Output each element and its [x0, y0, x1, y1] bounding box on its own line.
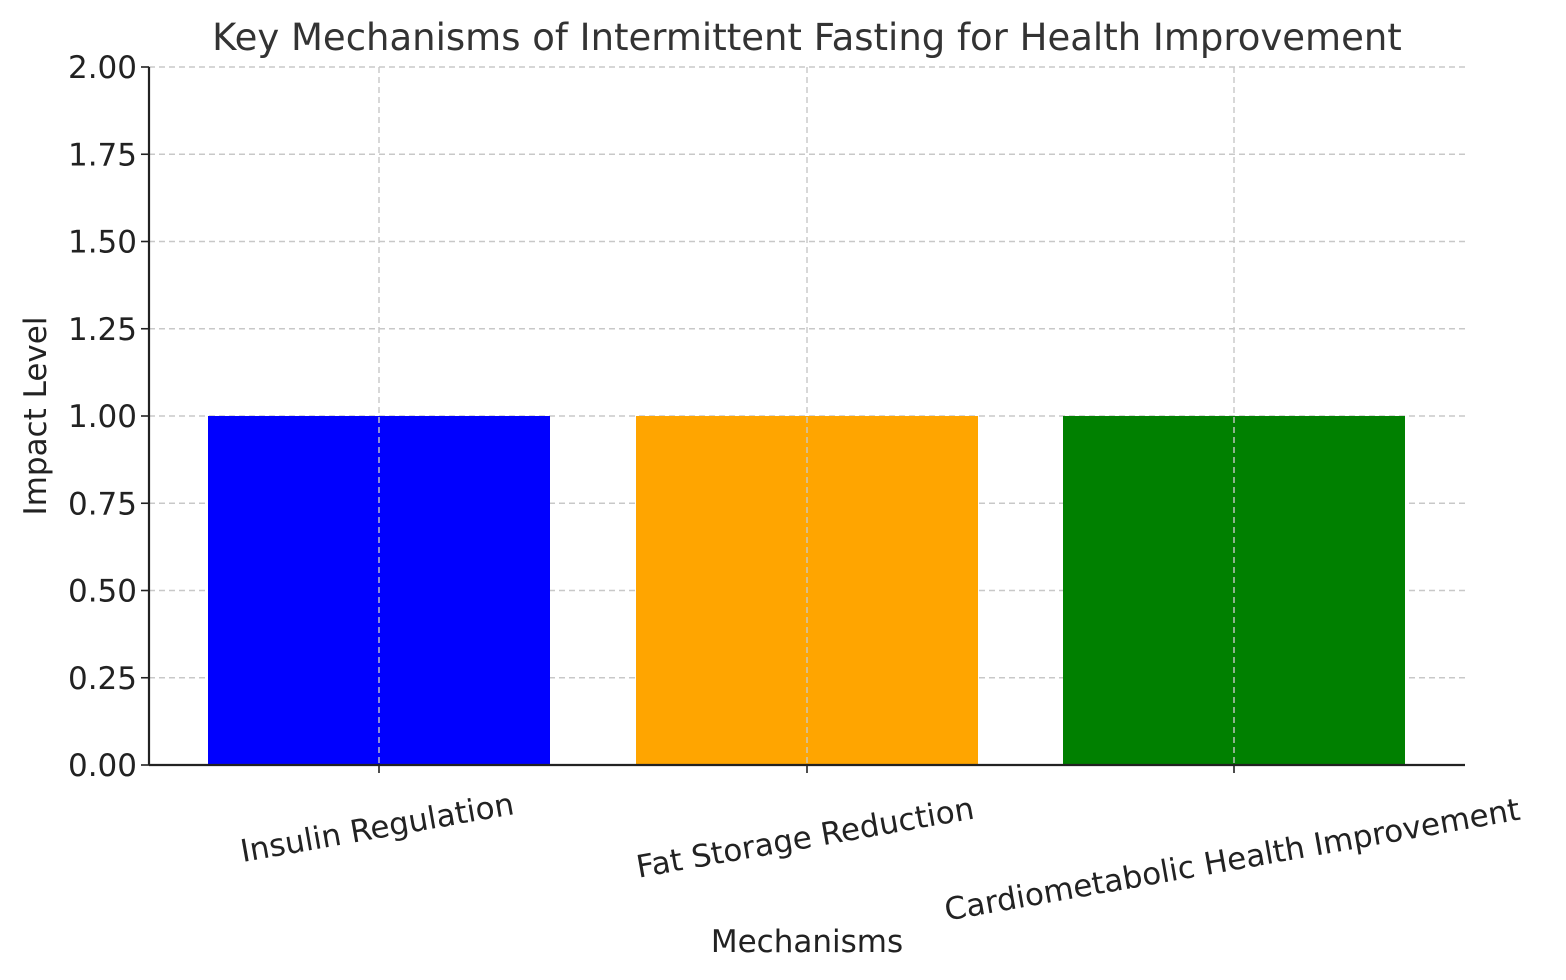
- y-tick-label: 1.50: [68, 225, 137, 261]
- y-tick-label: 1.75: [68, 137, 137, 173]
- y-tick-label: 0.75: [68, 486, 137, 522]
- vertical-grid: [378, 67, 1235, 765]
- y-tick-label: 0.25: [68, 661, 137, 697]
- axes: [141, 66, 1465, 773]
- y-tick-label: 1.25: [68, 312, 137, 348]
- y-tick-label: 0.00: [68, 748, 137, 784]
- y-tick-labels: 0.00 0.25 0.50 0.75 1.00 1.25 1.50 1.75 2.00: [68, 50, 137, 784]
- x-tick-labels: Insulin Regulation Fat Storage ReductionC…: [238, 786, 1523, 928]
- x-tick-label: Cardiometabolic Health Improvement: [942, 792, 1523, 929]
- x-axis-label: Mechanisms: [711, 924, 903, 960]
- x-tick-label: Fat Storage Reduction: [634, 791, 977, 886]
- x-tick-label: Insulin Regulation: [238, 786, 517, 870]
- y-tick-label: 0.50: [68, 574, 137, 610]
- y-tick-label: 1.00: [68, 399, 137, 435]
- chart-title: Key Mechanisms of Intermittent Fasting f…: [212, 16, 1402, 59]
- y-axis-label: Impact Level: [18, 317, 54, 516]
- y-tick-label: 2.00: [68, 50, 137, 86]
